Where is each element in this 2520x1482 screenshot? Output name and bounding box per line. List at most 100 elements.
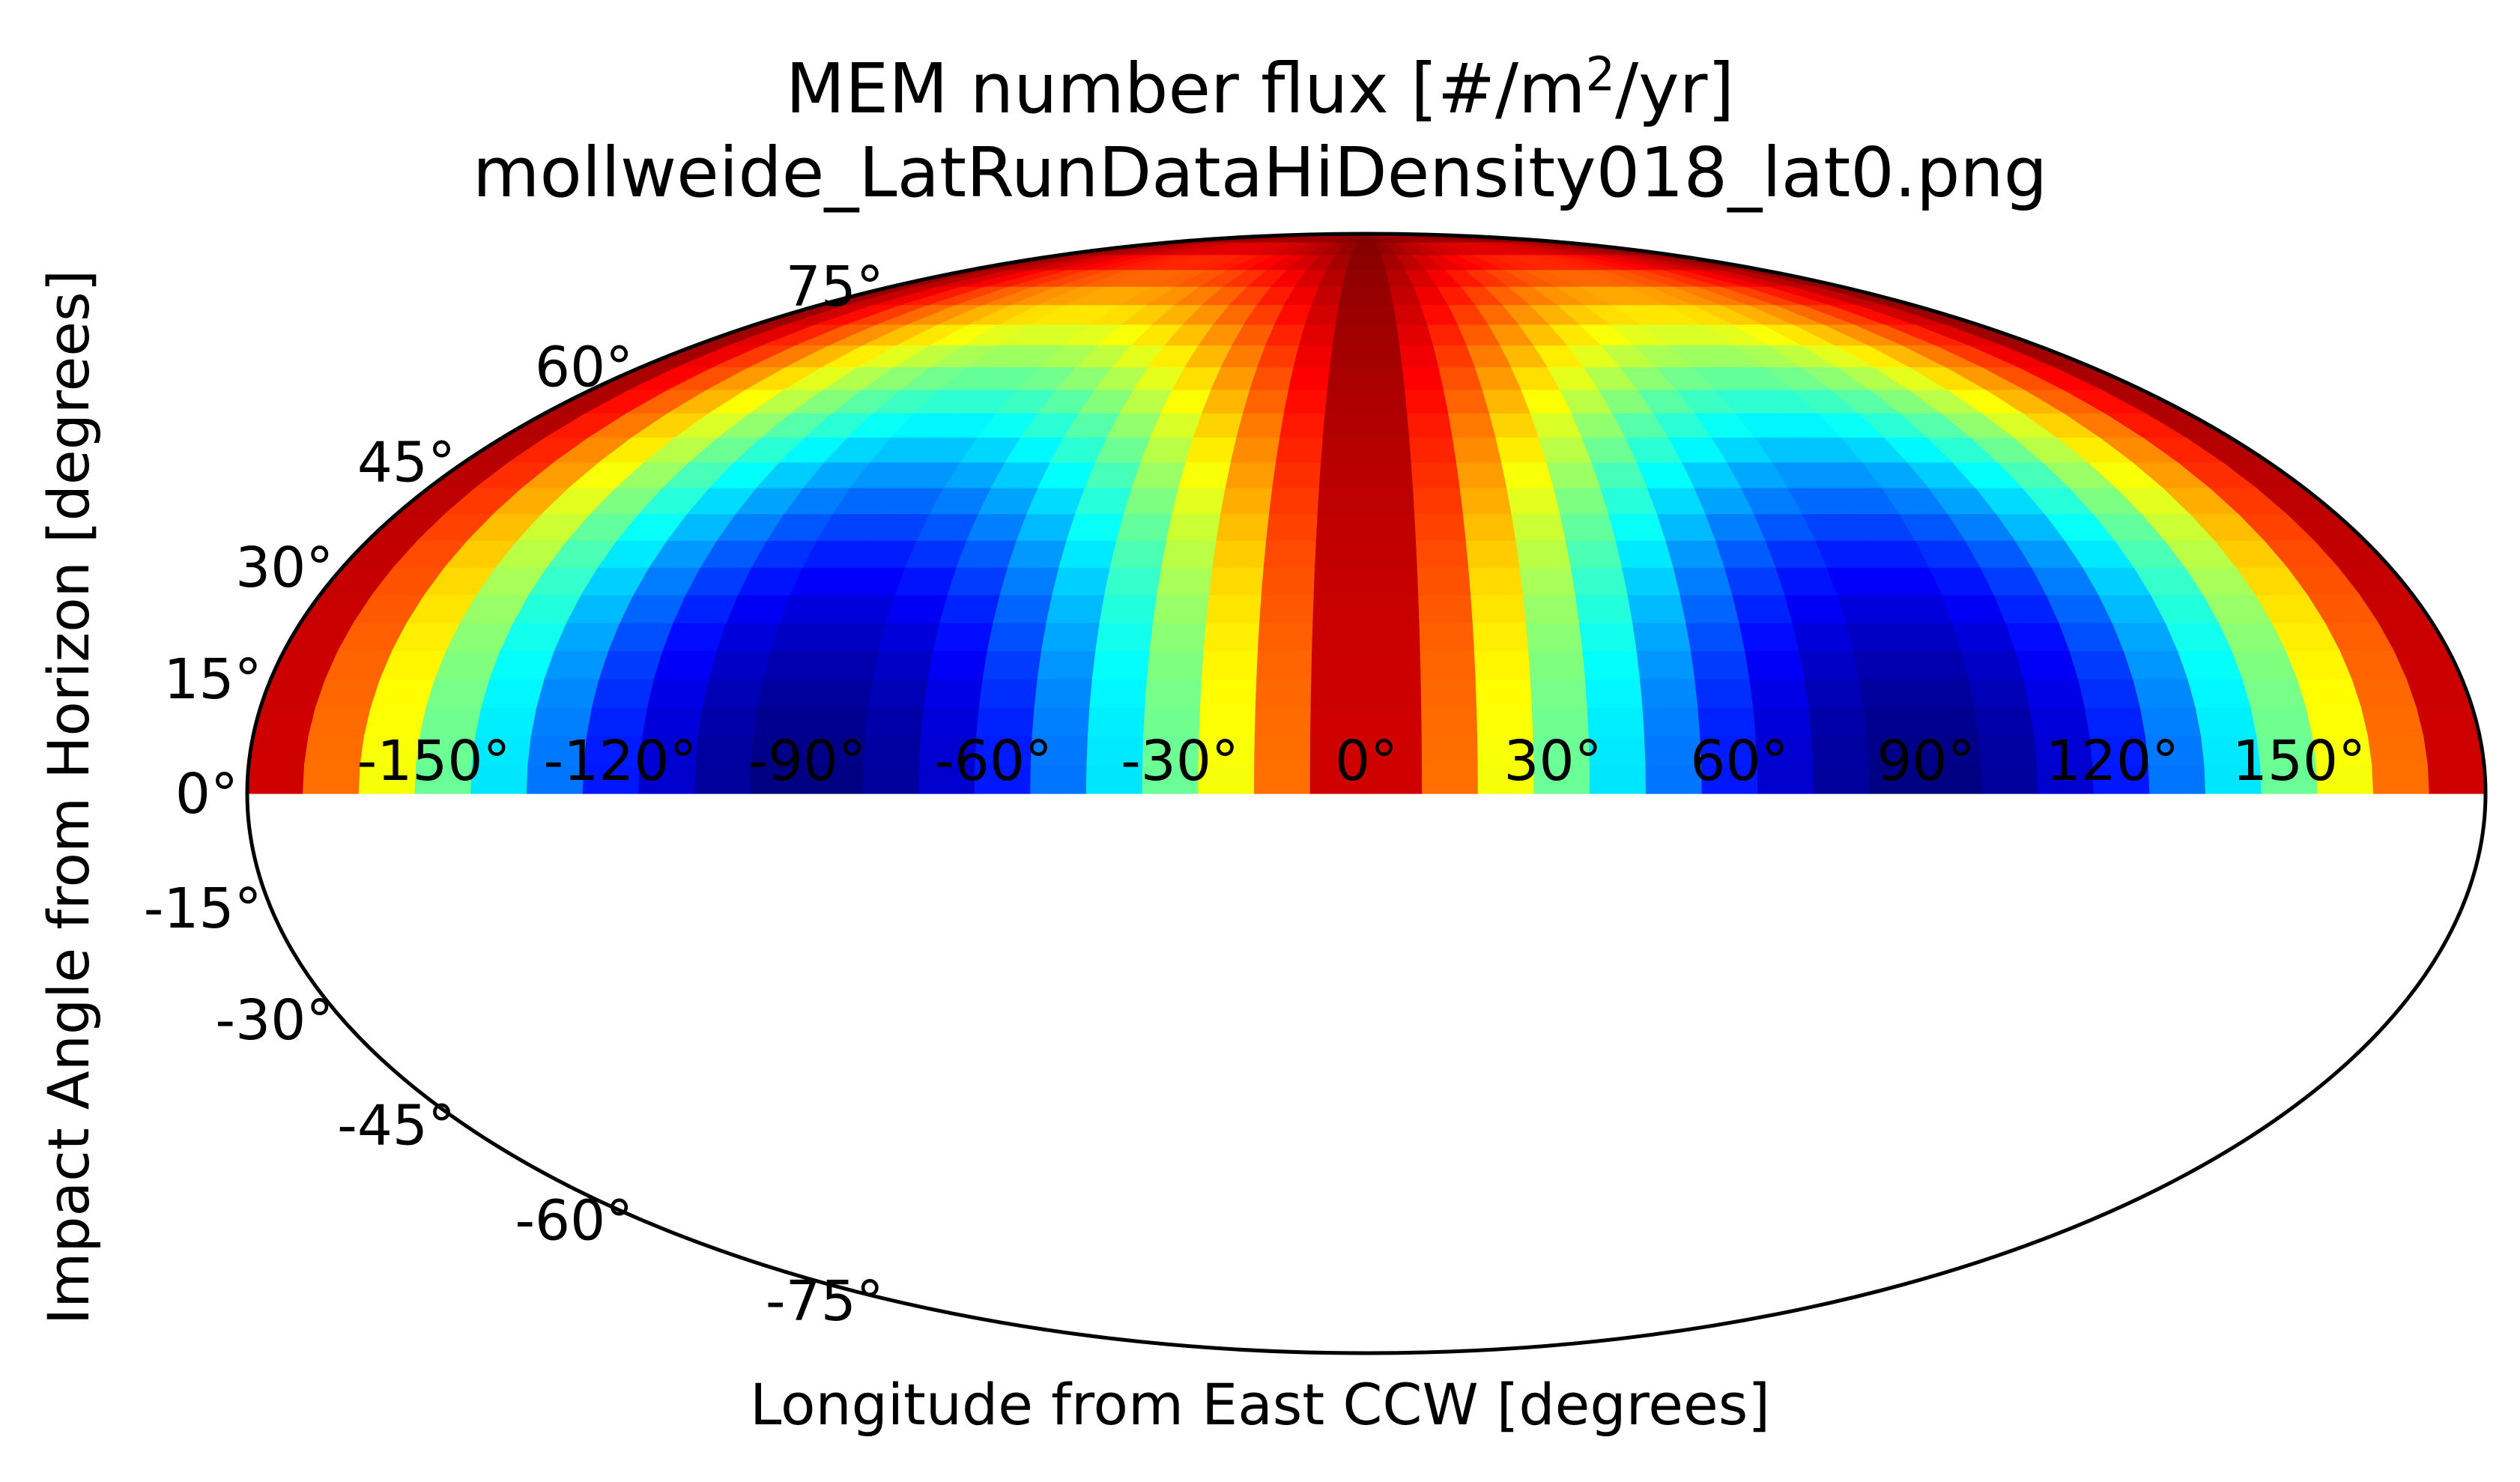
heatmap-cell [1980, 763, 2039, 794]
heatmap-cell [1178, 462, 1232, 489]
heatmap-cell [1095, 622, 1154, 651]
heatmap-cell [1417, 566, 1472, 596]
heatmap-cell [1046, 594, 1106, 623]
heatmap-cell [1906, 650, 1970, 680]
heatmap-cell [1421, 763, 1479, 794]
x-tick-label: -150° [357, 729, 511, 793]
heatmap-cell [1366, 594, 1420, 623]
heatmap-cell [1898, 622, 1963, 651]
heatmap-cell [1421, 707, 1479, 737]
heatmap-cell [1007, 539, 1068, 568]
heatmap-cell [939, 594, 1001, 623]
y-tick-label: -60° [515, 1189, 633, 1253]
heatmap-cell [2297, 678, 2363, 708]
heatmap-cell [694, 763, 753, 794]
heatmap-cell [1242, 389, 1290, 414]
heatmap-cell [1799, 650, 1860, 680]
heatmap-cell [1553, 487, 1610, 515]
heatmap-cell [770, 622, 835, 651]
heatmap-cell [1495, 436, 1548, 463]
heatmap-cell [842, 566, 906, 596]
x-tick-label: 150° [2232, 729, 2366, 793]
heatmap-cell [1853, 650, 1915, 680]
heatmap-cell [1310, 678, 1367, 708]
heatmap-cell [1582, 650, 1641, 680]
heatmap-cell [2351, 678, 2418, 708]
heatmap-cell [1315, 513, 1367, 541]
heatmap-cell [1412, 487, 1465, 515]
heatmap-cell [1324, 389, 1367, 414]
heatmap-cell [1255, 678, 1312, 708]
heatmap-cell [1775, 566, 1838, 596]
y-tick-label: 30° [235, 536, 333, 600]
heatmap-cell [1201, 650, 1259, 680]
heatmap-cell [1452, 436, 1503, 463]
heatmap-cell [1058, 539, 1118, 568]
heatmap-cell [1261, 566, 1316, 596]
heatmap-cell [2427, 763, 2486, 794]
heatmap-cell [927, 650, 989, 680]
heatmap-cell [1511, 513, 1567, 541]
heatmap-cell [1220, 487, 1273, 515]
heatmap-cell [2372, 763, 2430, 794]
heatmap-cell [1978, 735, 2038, 766]
heatmap-cell [2023, 678, 2086, 708]
heatmap-cell [1546, 462, 1602, 489]
heatmap-cell [425, 678, 491, 708]
heatmap-cell [1443, 389, 1491, 414]
heatmap-cell [1811, 735, 1871, 766]
x-tick-labels: -150° -120° -90° -60° -30° 0° 30° 60° 90° 120° 150… [357, 729, 2366, 793]
heatmap-cell [1342, 269, 1367, 287]
heatmap-cell [591, 678, 655, 708]
heatmap-cell [1565, 539, 1623, 568]
heatmap-cell [1515, 539, 1572, 568]
chart-title: MEM number flux [#/m2/yr] [0, 51, 2520, 124]
heatmap-cell [999, 566, 1060, 596]
heatmap-cell [1066, 513, 1125, 541]
heatmap-cell [1160, 539, 1217, 568]
heatmap-cell [1254, 707, 1312, 737]
heatmap-cell [1335, 304, 1367, 325]
heatmap-cell [1528, 650, 1587, 680]
heatmap-cell [1665, 539, 1726, 568]
heatmap-cell [1584, 678, 1644, 708]
heatmap-cell [956, 539, 1018, 568]
x-tick-label: 0° [1335, 729, 1398, 793]
heatmap-cell [1575, 594, 1634, 623]
x-tick-label: 90° [1877, 729, 1975, 793]
heatmap-cell [1074, 487, 1133, 515]
heatmap-cell [1322, 412, 1367, 438]
heatmap-cell [1366, 513, 1417, 541]
heatmap-cell [1034, 678, 1094, 708]
heatmap-cell [608, 622, 675, 651]
heatmap-cell [1131, 462, 1187, 489]
heatmap-cell [1266, 513, 1318, 541]
heatmap-cell [1366, 304, 1398, 325]
heatmap-cell [813, 678, 874, 708]
heatmap-cell [1419, 622, 1476, 651]
heatmap-cell [873, 650, 934, 680]
heatmap-cell [1913, 678, 1975, 708]
heatmap-cell [1257, 622, 1314, 651]
x-tick-label: -120° [544, 729, 697, 793]
heatmap-cell [1366, 650, 1422, 680]
heatmap-cell [1152, 594, 1211, 623]
heatmap-cell [1475, 678, 1533, 708]
heatmap-cell [1673, 566, 1733, 596]
heatmap-cell [1185, 436, 1238, 463]
x-tick-label: 120° [2046, 729, 2179, 793]
heatmap-cell [1259, 594, 1315, 623]
x-tick-label: 30° [1503, 729, 1602, 793]
y-tick-label: 75° [786, 255, 884, 319]
heatmap-cell [1420, 678, 1478, 708]
heatmap-cell [1808, 707, 1868, 737]
heatmap-cell [370, 678, 436, 708]
y-axis-label: Impact Angle from Horizon [degrees] [35, 269, 102, 1325]
heatmap-cell [1312, 594, 1367, 623]
heatmap-cell [1570, 566, 1629, 596]
heatmap-cell [1140, 436, 1195, 463]
heatmap-cell [2187, 678, 2252, 708]
heatmap-cell [818, 650, 880, 680]
heatmap-cell [1578, 622, 1638, 651]
heatmap-cell [1283, 389, 1328, 414]
